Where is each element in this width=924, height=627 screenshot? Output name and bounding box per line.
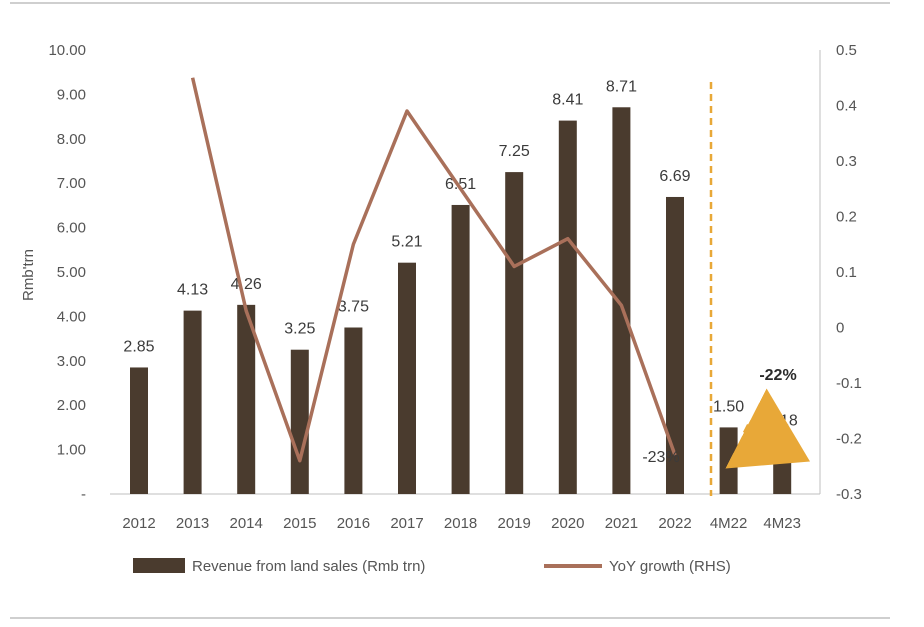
legend-label-revenue: Revenue from land sales (Rmb trn): [192, 558, 425, 575]
yoy-line: [190, 77, 677, 463]
bar: [505, 172, 524, 494]
y-right-tick: -0.1: [836, 375, 862, 392]
bar: [612, 107, 631, 494]
x-tick-label: 2015: [283, 515, 316, 532]
y-left-tick: 3.00: [57, 353, 86, 370]
y-right-tick: 0.1: [836, 264, 857, 281]
x-tick-label: 4M23: [763, 515, 801, 532]
bar-value-label: 6.69: [659, 168, 690, 185]
x-axis: 2012 2013 2014 2015 2016 2017 2018 2019 2020 2021…: [110, 493, 820, 532]
y-right-tick: 0: [836, 320, 844, 337]
y-left-tick: 6.00: [57, 220, 86, 237]
x-tick-label: 2018: [444, 515, 477, 532]
y-left-tick: 10.00: [48, 42, 86, 59]
y-left-tick: 2.00: [57, 397, 86, 414]
bar-value-label: 5.21: [391, 234, 422, 251]
bar-value-label: 4.13: [177, 282, 208, 299]
bar: [666, 196, 684, 495]
bar-value-label: 1.50: [713, 398, 744, 415]
bar-value-label: 3.75: [338, 299, 369, 316]
bar: [290, 349, 309, 494]
y-left-tick: -: [81, 486, 86, 503]
bar-value-label: 1.18: [767, 413, 798, 430]
legend: Revenue from land sales (Rmb trn) YoY gr…: [133, 558, 731, 575]
bar: [237, 304, 256, 494]
y-left-tick: 5.00: [57, 264, 86, 281]
change-arrow: [725, 388, 811, 469]
y-left-tick: 4.00: [57, 308, 86, 325]
y-right-tick: 0.5: [836, 42, 857, 59]
bar-value-label: 8.41: [552, 92, 583, 109]
bar: [183, 310, 202, 494]
y-right-tick: 0.2: [836, 209, 857, 226]
x-tick-label: 2017: [390, 515, 423, 532]
x-tick-label: 2012: [122, 515, 155, 532]
x-tick-label: 2021: [605, 515, 638, 532]
bar-value-label: 8.71: [606, 78, 637, 95]
bar: [344, 327, 363, 494]
bar: [773, 441, 792, 494]
right-axis: -0.3 -0.2 -0.1 0 0.1 0.2 0.3 0.4 0.5: [819, 42, 862, 503]
yoy-line-series: [190, 77, 677, 463]
bar: [130, 367, 148, 494]
x-tick-label: 2014: [230, 515, 263, 532]
change-annotation: -22%: [759, 367, 796, 384]
bar: [451, 204, 470, 494]
bar-value-label: 2.85: [123, 338, 154, 355]
y-right-tick: 0.3: [836, 153, 857, 170]
top-rule: [10, 2, 890, 4]
y-axis-title: Rmb'trn: [20, 249, 37, 301]
x-tick-label: 2016: [337, 515, 370, 532]
legend-swatch-revenue: [133, 558, 185, 573]
y-right-tick: -0.2: [836, 431, 862, 448]
bottom-rule: [10, 617, 890, 619]
x-tick-label: 2019: [498, 515, 531, 532]
y-left-tick: 8.00: [57, 131, 86, 148]
y-left-tick: 7.00: [57, 175, 86, 192]
y-left-tick: 1.00: [57, 442, 86, 459]
legend-label-yoy: YoY growth (RHS): [609, 558, 731, 575]
x-tick-label: 2013: [176, 515, 209, 532]
yoy-2022-label: -23%: [642, 449, 679, 466]
bar: [719, 427, 738, 494]
bar-value-label: 4.26: [231, 276, 262, 293]
x-tick-label: 4M22: [710, 515, 748, 532]
bar: [398, 262, 416, 494]
y-left-tick: 9.00: [57, 86, 86, 103]
y-right-tick: 0.4: [836, 98, 857, 115]
bar-series: [130, 107, 792, 495]
bar: [558, 120, 577, 494]
x-tick-label: 2020: [551, 515, 584, 532]
y-right-tick: -0.3: [836, 486, 862, 503]
bar-value-label: 7.25: [499, 143, 530, 160]
left-axis: - 1.00 2.00 3.00 4.00 5.00 6.00 7.00 8.00 9.00 10.…: [48, 42, 86, 503]
x-tick-label: 2022: [658, 515, 691, 532]
bar-value-label: 3.25: [284, 321, 315, 338]
